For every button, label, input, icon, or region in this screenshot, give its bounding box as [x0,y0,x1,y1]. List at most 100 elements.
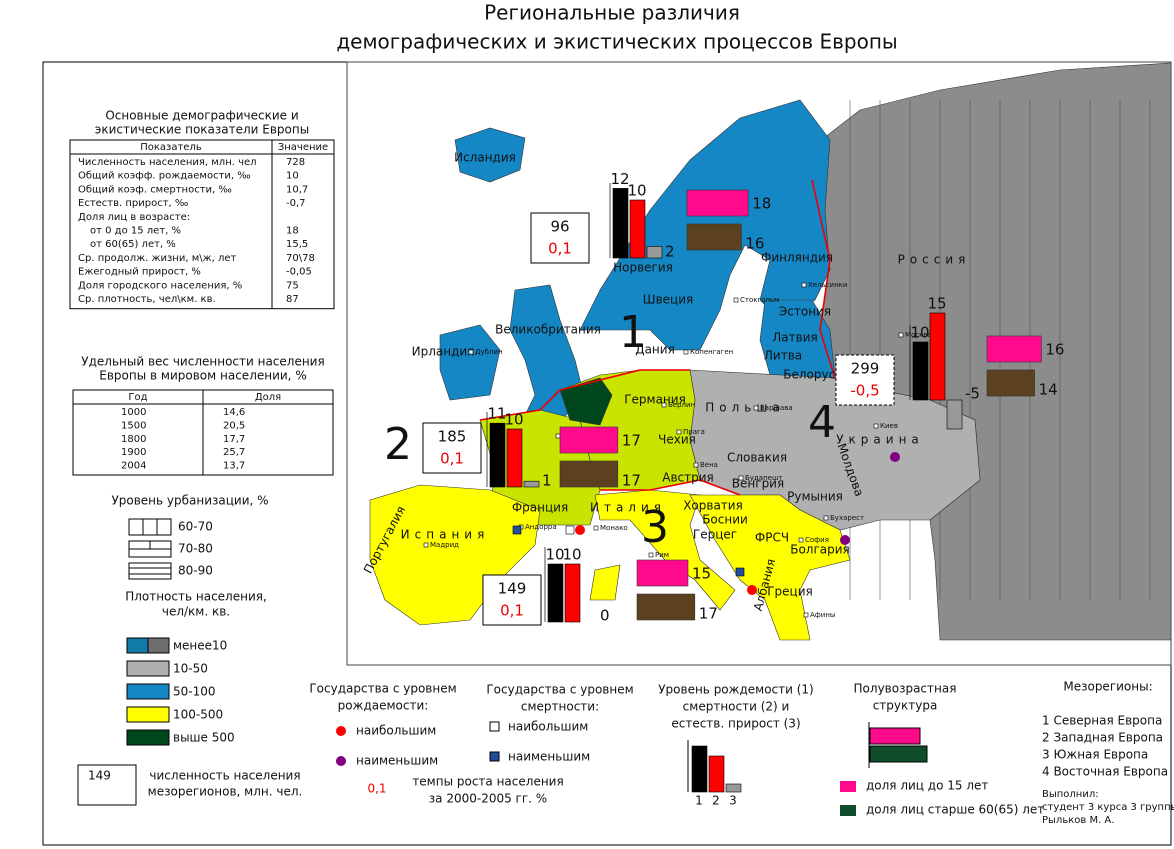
population: 185 [438,428,467,446]
city-label: Берлин [668,401,695,409]
age-swatch [840,781,856,792]
table-cell: 1000 [121,407,146,418]
country-label: Венгрия [732,477,784,491]
country-label: Франция [512,501,568,515]
density-swatch [126,637,149,654]
table-header: Год [128,392,147,403]
age-bar [986,335,1042,363]
table-cell: 14,6 [223,407,245,418]
population: 149 [498,580,527,598]
table-cell: 75 [286,280,299,291]
label: Уровень урбанизации, % [111,494,268,508]
table-cell: 1800 [121,434,146,445]
table-cell: 18 [286,226,299,237]
table-cell: 728 [286,157,305,168]
growth: -0,5 [850,382,879,400]
city-marker [801,282,807,288]
balkans [689,494,851,641]
city-label: Прага [683,428,705,436]
rate-label: 10 [562,546,581,564]
legend-bar [708,755,725,793]
population-box [482,574,542,626]
label: Государства с уровнем [309,682,456,696]
table-title: экистические показатели Европы [95,123,309,137]
age-label: 14 [1039,381,1058,399]
age-label: 15 [692,565,711,583]
age-bar [986,369,1035,397]
table-cell: 10 [286,171,299,182]
city-marker [753,405,759,411]
label: 0,1 [367,782,386,796]
city-marker [738,475,744,481]
age-label: 16 [745,235,764,253]
country-label: Ирландия [412,345,475,359]
city-label: Рим [655,551,669,559]
title: демографических и экистических процессов… [336,30,897,54]
table-title: Европы в мировом населении, % [99,369,306,383]
city-marker [803,612,809,618]
rate-label: -5 [965,385,980,403]
rate-label: 2 [665,243,675,261]
country-label: Хорватия [683,499,743,513]
label: студент 3 курса 3 группы [1042,802,1174,813]
country-label: Чехия [658,433,696,447]
italy [594,489,736,611]
density-swatch [126,660,170,677]
city-label: Мадрид [430,541,459,549]
label: темпы роста населения [412,775,563,789]
table-cell: Общий коэф. смертности, ‰ [78,184,232,195]
city-marker [661,402,667,408]
death-swatch [489,751,500,762]
label: выше 500 [173,731,235,745]
country-label: Германия [624,393,686,407]
birth-marker [840,535,850,545]
region-number: 4 [808,397,836,448]
label: структура [873,699,938,713]
label: Полувозрастная [854,682,957,696]
label: смертности: [521,700,599,714]
age-bar [686,223,742,251]
label: 50-100 [173,685,216,699]
label: доля лиц старше 60(65) лет [866,803,1044,817]
rate-bar [523,480,540,488]
table-header: Значение [278,142,328,153]
table-cell: от 0 до 15 лет, % [90,226,181,237]
legend-bar [869,727,921,745]
label: наибольшим [356,724,436,738]
rate-label: 1 [542,472,552,490]
region-number: 1 [619,307,647,358]
rate-label: 10 [545,546,564,564]
growth: 0,1 [548,240,572,258]
birth-marker [890,452,900,462]
age-label: 17 [622,472,641,490]
table-title: Удельный вес численности населения [81,355,324,369]
country-label: Швеция [643,293,693,307]
table-cell: Естеств. прирост, ‰ [78,198,188,209]
table-header: Доля [255,392,281,403]
table-cell: от 60(65) лет, % [90,239,176,250]
label: доля лиц до 15 лет [866,779,988,793]
city-label: Бухарест [830,514,864,522]
city-marker [823,515,829,521]
label: менее10 [173,639,227,653]
label: за 2000-2005 гг. % [429,792,547,806]
table-cell: -0,7 [286,198,306,209]
country-label: Боснии [702,513,748,527]
rate-bar [929,312,946,401]
label: численность населения [149,769,300,783]
age-swatch [840,805,856,816]
country-label: Италия [590,501,666,515]
label: 1 Северная Европа [1042,714,1162,728]
city-marker [555,433,561,439]
ireland [439,324,501,401]
rate-label: 12 [610,170,629,188]
country-label: Литва [764,349,802,363]
label: рождаемости: [338,699,429,713]
table-cell: 25,7 [223,447,245,458]
label: 3 Южная Европа [1042,748,1148,762]
age-bar [686,189,749,217]
city-marker [683,349,689,355]
country-label: Великобритания [495,323,601,337]
table-cell: -0,05 [286,267,312,278]
